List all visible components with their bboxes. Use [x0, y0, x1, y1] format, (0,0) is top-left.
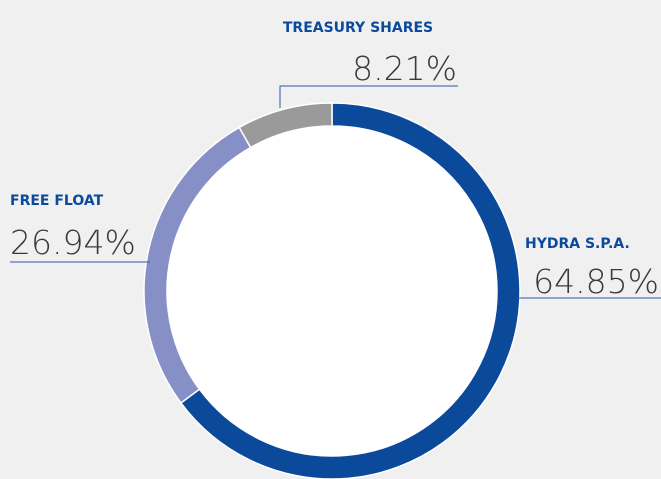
donut-hole	[167, 126, 497, 456]
leader-line	[279, 85, 458, 108]
donut	[143, 102, 521, 479]
category-label: TREASURY SHARES	[283, 20, 433, 36]
value-label: 8.21%	[352, 49, 457, 88]
category-label: HYDRA S.P.A.	[525, 236, 630, 252]
category-label: FREE FLOAT	[10, 193, 104, 209]
value-label: 26.94%	[10, 223, 136, 262]
value-label: 64.85%	[533, 262, 659, 301]
